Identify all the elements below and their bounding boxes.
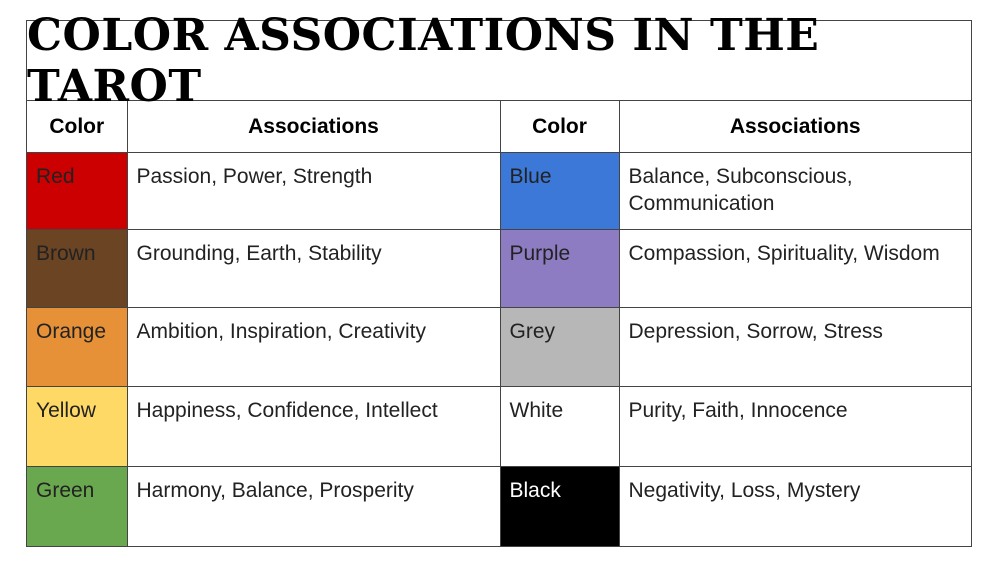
- table-row: Green Harmony, Balance, Prosperity Black…: [27, 465, 971, 546]
- associations-cell-black: Negativity, Loss, Mystery: [618, 465, 971, 546]
- color-associations-table: Color Associations Color Associations Re…: [27, 101, 971, 546]
- tarot-color-chart: COLOR ASSOCIATIONS IN THE TAROT Color As…: [26, 10, 972, 547]
- color-cell-green: Green: [27, 465, 128, 546]
- associations-cell-blue: Balance, Subconscious, Communication: [618, 151, 971, 230]
- header-associations-right: Associations: [618, 101, 971, 153]
- associations-cell-yellow: Happiness, Confidence, Intellect: [126, 385, 501, 467]
- header-associations-left: Associations: [126, 101, 501, 153]
- header-color-left: Color: [27, 101, 128, 153]
- color-cell-grey: Grey: [499, 306, 620, 387]
- table-row: Orange Ambition, Inspiration, Creativity…: [27, 306, 971, 387]
- associations-cell-brown: Grounding, Earth, Stability: [126, 228, 501, 308]
- associations-cell-green: Harmony, Balance, Prosperity: [126, 465, 501, 546]
- table-header-row: Color Associations Color Associations: [27, 101, 971, 153]
- associations-cell-red: Passion, Power, Strength: [126, 151, 501, 230]
- associations-cell-grey: Depression, Sorrow, Stress: [618, 306, 971, 387]
- associations-cell-purple: Compassion, Spirituality, Wisdom: [618, 228, 971, 308]
- page-title: COLOR ASSOCIATIONS IN THE TAROT: [27, 10, 971, 112]
- color-cell-white: White: [499, 385, 620, 467]
- color-cell-red: Red: [27, 151, 128, 230]
- table-row: Yellow Happiness, Confidence, Intellect …: [27, 385, 971, 467]
- color-cell-orange: Orange: [27, 306, 128, 387]
- associations-cell-white: Purity, Faith, Innocence: [618, 385, 971, 467]
- color-cell-black: Black: [499, 465, 620, 546]
- color-cell-blue: Blue: [499, 151, 620, 230]
- associations-cell-orange: Ambition, Inspiration, Creativity: [126, 306, 501, 387]
- color-cell-brown: Brown: [27, 228, 128, 308]
- color-cell-yellow: Yellow: [27, 385, 128, 467]
- table-row: Brown Grounding, Earth, Stability Purple…: [27, 228, 971, 308]
- table-row: Red Passion, Power, Strength Blue Balanc…: [27, 151, 971, 230]
- color-cell-purple: Purple: [499, 228, 620, 308]
